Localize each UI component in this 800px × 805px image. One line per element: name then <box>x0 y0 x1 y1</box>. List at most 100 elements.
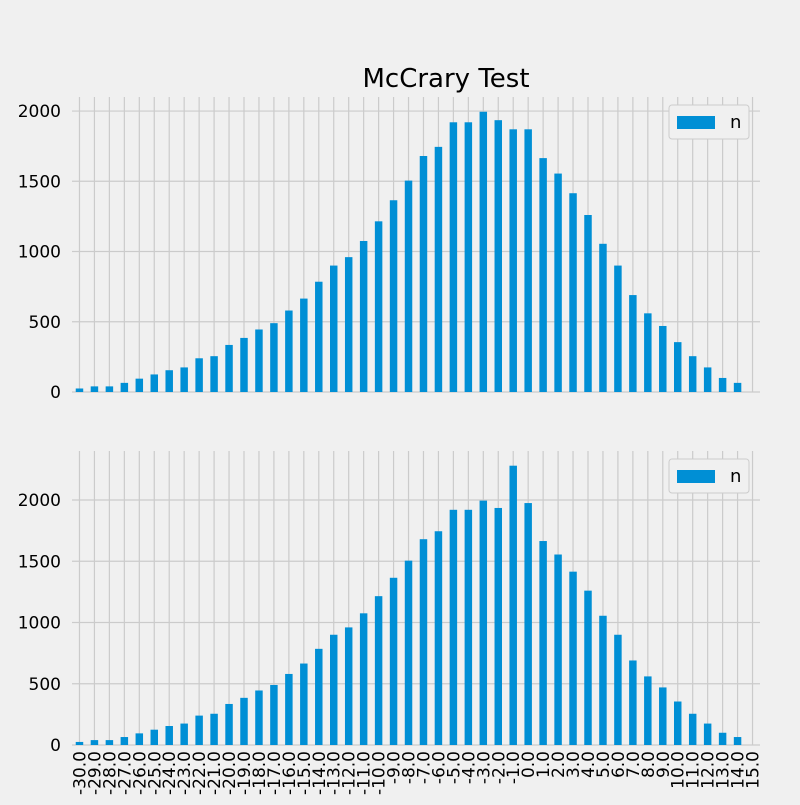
bar <box>479 111 488 392</box>
x-tick-label: -14.0 <box>310 751 330 795</box>
x-tick-label: -24.0 <box>160 751 180 795</box>
bar <box>180 367 188 392</box>
y-tick-label: 2000 <box>18 491 61 511</box>
x-tick-label: -29.0 <box>85 751 105 795</box>
bar <box>359 613 368 745</box>
bar <box>255 329 263 392</box>
bar <box>240 337 248 392</box>
x-tick-label: 11.0 <box>684 751 704 789</box>
legend-swatch <box>677 116 715 129</box>
bar <box>539 158 547 392</box>
x-tick-label: 9.0 <box>654 751 674 778</box>
bar <box>674 342 682 392</box>
legend-swatch <box>677 470 715 483</box>
y-tick-label: 1500 <box>18 172 61 192</box>
bar <box>509 465 517 745</box>
x-tick-label: 13.0 <box>714 751 734 789</box>
bar <box>105 740 114 745</box>
bar <box>629 295 637 392</box>
bar <box>344 627 353 745</box>
legend-label: n <box>730 466 741 487</box>
x-tick-label: -30.0 <box>70 751 90 795</box>
x-tick-label: -5.0 <box>444 751 464 784</box>
bar <box>419 539 428 745</box>
x-tick-label: 10.0 <box>669 751 689 789</box>
bar <box>150 374 158 392</box>
bar <box>569 571 577 745</box>
bar <box>479 500 488 745</box>
x-tick-label: -16.0 <box>280 751 300 795</box>
y-tick-label: 0 <box>50 383 61 403</box>
bar <box>180 723 188 745</box>
x-tick-label: -9.0 <box>385 751 405 784</box>
x-tick-label: -6.0 <box>429 751 449 784</box>
x-tick-label: -17.0 <box>265 751 285 795</box>
legend-label: n <box>730 112 741 133</box>
x-tick-label: 1.0 <box>534 751 554 778</box>
bar <box>389 577 398 745</box>
bar <box>135 378 144 392</box>
bar <box>449 122 458 393</box>
bar <box>90 386 99 392</box>
bar <box>524 503 532 745</box>
x-tick-label: -27.0 <box>115 751 135 795</box>
x-tick-label: -23.0 <box>175 751 195 795</box>
x-tick-label: -10.0 <box>370 751 390 795</box>
bar <box>524 129 532 393</box>
bar <box>419 156 428 392</box>
bar <box>404 560 413 745</box>
bar <box>659 325 667 392</box>
x-tick-label: 8.0 <box>639 751 659 778</box>
bar <box>599 615 607 745</box>
x-tick-label: 3.0 <box>564 751 584 778</box>
bar <box>165 370 173 392</box>
x-tick-label: -4.0 <box>459 751 479 784</box>
x-tick-label: 2.0 <box>549 751 569 778</box>
bar <box>330 265 338 392</box>
x-tick-label: 7.0 <box>624 751 644 778</box>
bar <box>554 173 562 392</box>
y-tick-label: 1000 <box>18 243 61 263</box>
bar <box>315 281 323 392</box>
bar <box>733 737 742 745</box>
bar <box>434 531 443 745</box>
x-tick-label: 5.0 <box>594 751 614 778</box>
x-tick-label: -20.0 <box>220 751 240 795</box>
bar <box>165 726 173 745</box>
bar <box>225 344 233 392</box>
bar <box>674 701 682 745</box>
x-tick-label: -22.0 <box>190 751 210 795</box>
x-tick-label: -26.0 <box>130 751 150 795</box>
bar <box>644 676 652 745</box>
bar <box>449 509 458 745</box>
bar <box>703 723 712 745</box>
x-tick-label: 14.0 <box>729 751 749 789</box>
bar <box>494 507 502 745</box>
bar <box>300 298 308 392</box>
bar <box>584 590 592 745</box>
y-tick-label: 1500 <box>18 552 61 572</box>
y-tick-label: 500 <box>29 675 61 695</box>
x-tick-label: -11.0 <box>355 751 375 795</box>
x-tick-label: 0.0 <box>519 751 539 778</box>
bar <box>359 240 368 392</box>
x-tick-label: -15.0 <box>295 751 315 795</box>
bar <box>285 310 293 392</box>
bar <box>195 358 203 392</box>
bar <box>718 377 727 392</box>
bar <box>240 697 248 745</box>
bar <box>105 386 114 392</box>
bar <box>120 737 129 745</box>
bar <box>464 509 473 745</box>
bar <box>494 120 502 392</box>
x-tick-label: -12.0 <box>340 751 360 795</box>
bar <box>539 541 547 745</box>
bar <box>584 215 592 392</box>
bar <box>464 122 473 393</box>
y-tick-label: 1000 <box>18 614 61 634</box>
bar <box>90 740 99 745</box>
bar <box>569 193 577 392</box>
x-tick-label: -13.0 <box>325 751 345 795</box>
bar <box>554 554 562 745</box>
bar <box>434 146 443 392</box>
